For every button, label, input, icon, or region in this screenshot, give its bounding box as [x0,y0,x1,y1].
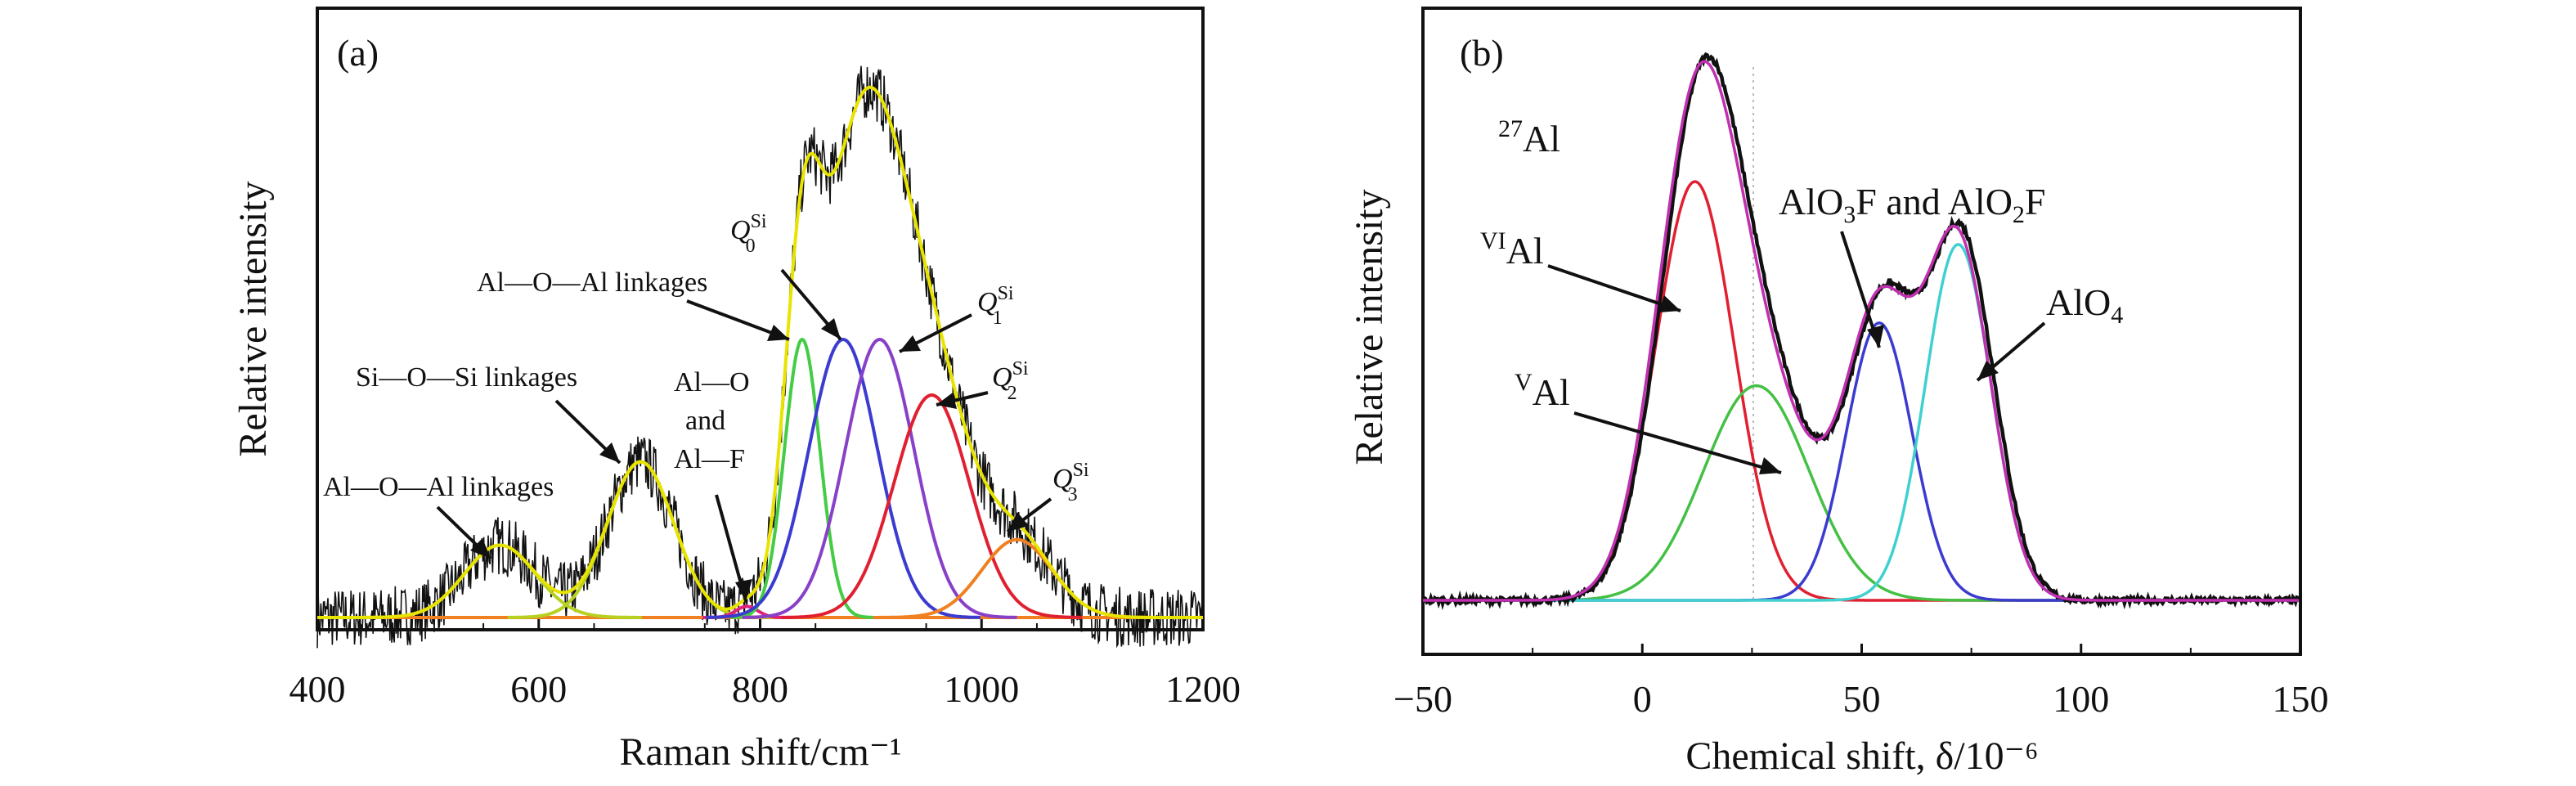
x-tick-label-a: 400 [289,668,346,710]
series-b [1420,52,2300,611]
chart-a: 400 600 800 1000 1200 (a) Raman shift/cm⁻¹ R… [231,7,1241,774]
x-axis-label-b: Chemical shift, δ/10⁻⁶ [1685,734,2038,778]
component-alo3f-and-alo2f [1423,321,2299,602]
y-axis-label-a: Relative intensity [231,181,275,456]
annotation-arrows-b [1547,231,2046,474]
series-a [316,65,1204,649]
x-tick-label-a: 800 [732,668,788,710]
annotation-al-o-al-right: Al—O—Al linkages [477,267,707,298]
annotation-arrowheads-a [470,318,1029,601]
annotation-al-o: Al—O [674,367,750,397]
annotation-vi-al: VIAl [1480,227,1544,272]
x-tick-label-a: 1200 [1165,668,1241,710]
component-alo4 [1423,242,2299,602]
x-ticks-b: −50 0 50 100 150 [1393,644,2329,720]
y-axis-label-b: Relative intensity [1348,189,1391,465]
fitted-envelope-b [1423,60,2299,602]
plot-frame-a [316,7,1205,631]
annotation-arrowheads-b [1658,295,1999,474]
band-q2si [781,393,1083,619]
x-ticks-a: 400 600 800 1000 1200 [289,619,1241,710]
x-tick-label-b: 50 [1843,678,1881,720]
band-q0si [706,337,981,619]
measured-spectrum-a [316,65,1204,649]
annotation-q3: QSi 3 [1052,460,1089,505]
band-q1si [742,337,1017,619]
x-tick-label-b: 0 [1633,678,1652,720]
fitted-envelope-a [317,85,1203,619]
annotation-alo3f-alo2f: AlO3F and AlO2F [1779,181,2046,228]
x-tick-label-b: −50 [1393,678,1452,720]
annotation-v-al: VAl [1515,369,1570,413]
annotation-and: and [685,406,725,436]
annotation-q0: QSi 0 [730,211,767,257]
annotation-al-o-al-left: Al—O—Al linkages [323,472,554,502]
annotation-q1: QSi 1 [977,283,1014,329]
band-al-o-al-linkages [731,337,873,619]
x-axis-label-a: Raman shift/cm⁻¹ [620,730,902,774]
panel-label-b: (b) [1460,32,1504,74]
annotation-si-o-si: Si—O—Si linkages [356,362,577,393]
annotation-q2: QSi 2 [992,358,1029,404]
measured-spectrum-b [1420,52,2300,611]
annotation-arrows-a [436,268,1052,602]
annotation-27al: 27Al [1498,115,1560,159]
component-val [1423,384,2299,602]
x-tick-label-a: 600 [510,668,567,710]
annotation-al-f: Al—F [674,444,745,474]
x-tick-label-b: 150 [2273,678,2329,720]
chart-b: −50 0 50 100 150 (b) Chemical shift, δ/10⁻⁶ … [1348,7,2329,778]
annotation-alo4: AlO4 [2046,281,2123,329]
x-tick-label-a: 1000 [944,668,1019,710]
x-tick-label-b: 100 [2053,678,2109,720]
panel-label-a: (a) [337,32,379,74]
